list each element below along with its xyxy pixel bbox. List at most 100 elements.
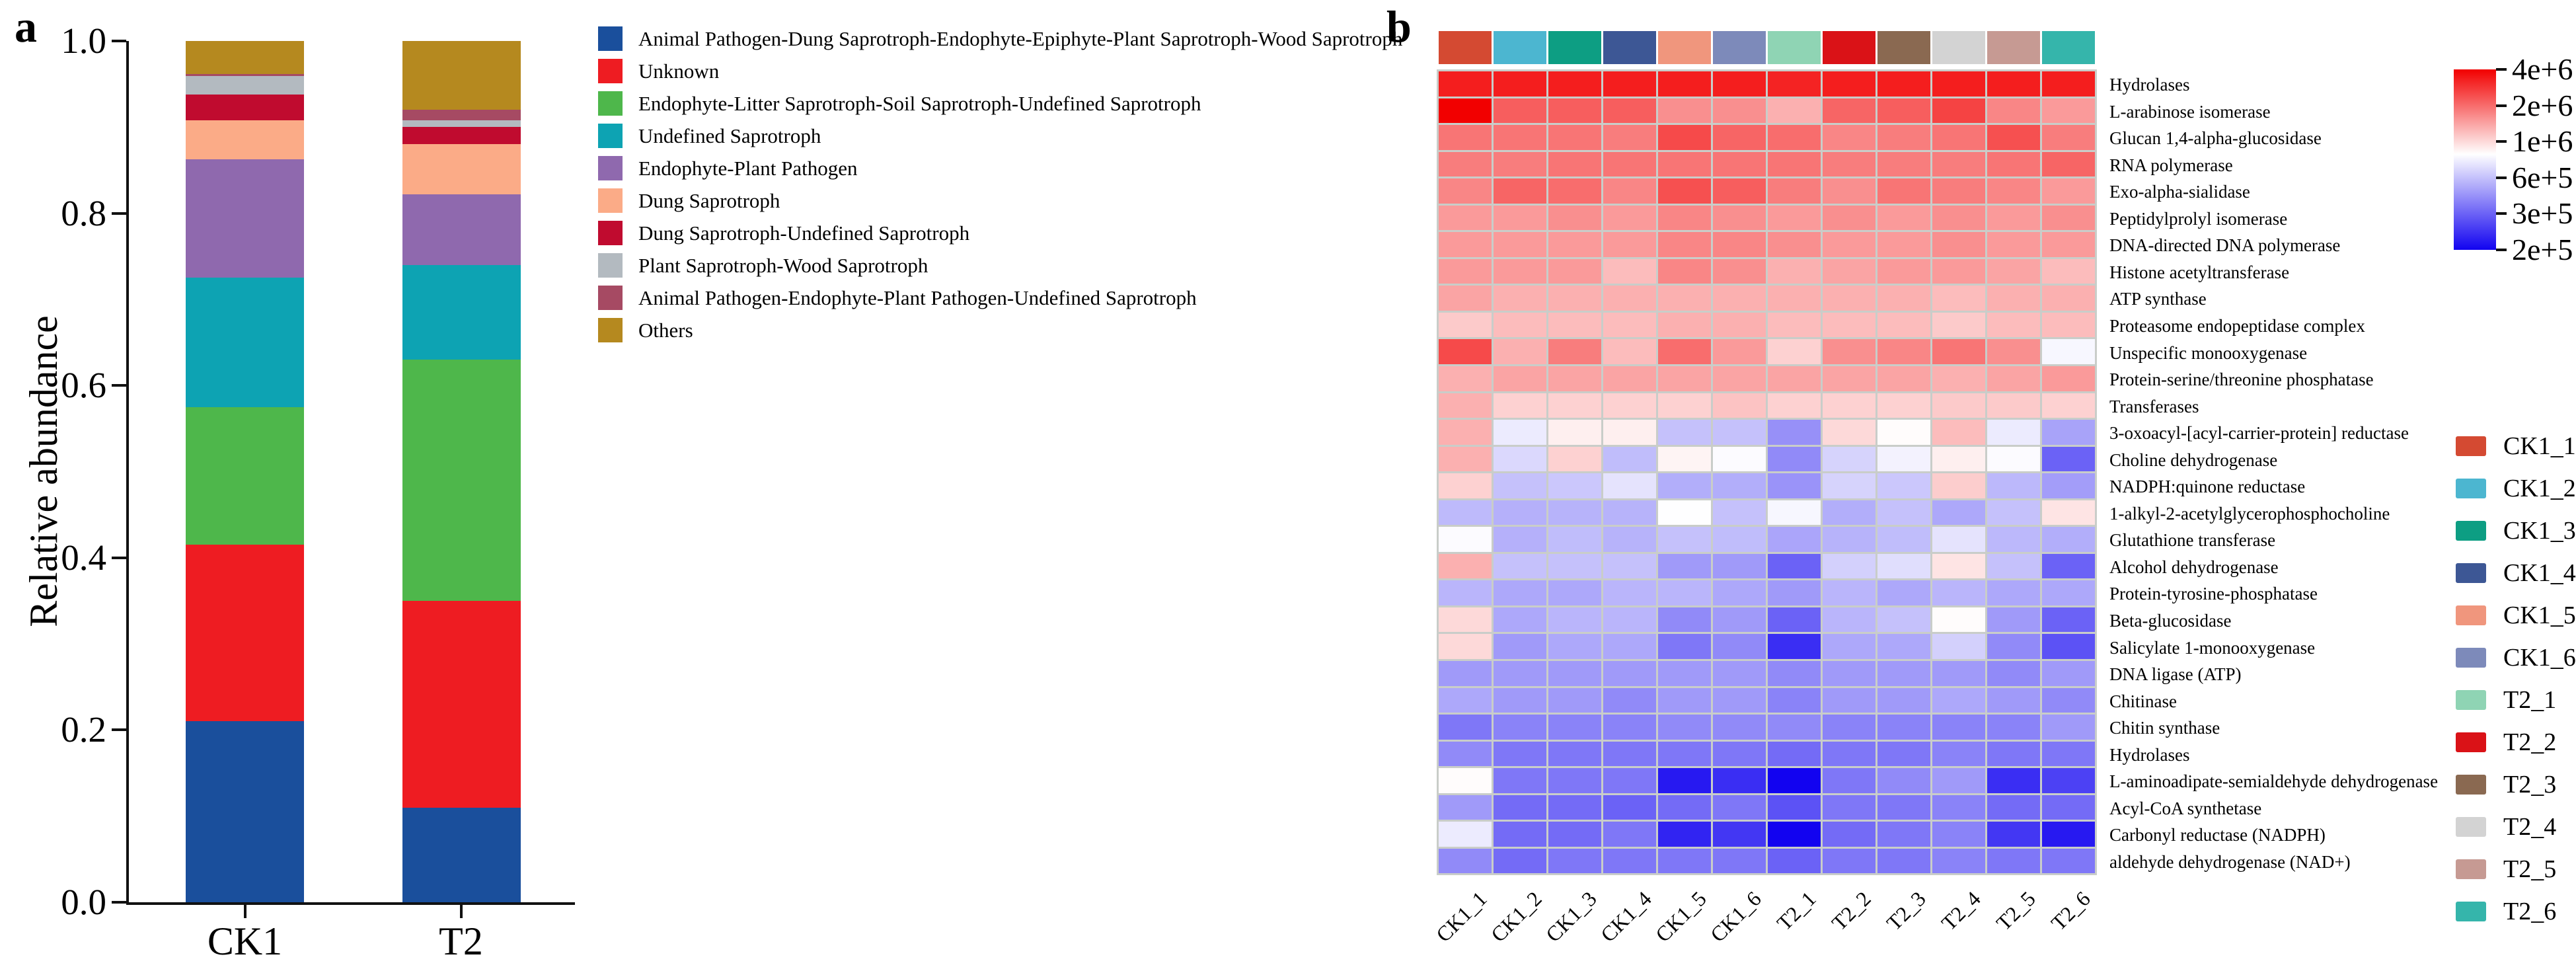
heatmap-cell [1603, 178, 1656, 204]
heatmap-cell [2042, 607, 2095, 633]
heatmap-cell [1494, 286, 1546, 311]
colorbar-tick-label: 6e+5 [2512, 160, 2573, 194]
heatmap-cell [2042, 768, 2095, 793]
heatmap-cell [2042, 258, 2095, 284]
heatmap-cell [1932, 151, 1985, 177]
heatmap-cell [1877, 580, 1930, 605]
heatmap-cell [1987, 687, 2040, 713]
heatmap-cell [1439, 715, 1492, 740]
heatmap-cell [1932, 715, 1985, 740]
heatmap-row-label: Glutathione transferase [2109, 530, 2276, 551]
heatmap-row-label: Peptidylprolyl isomerase [2109, 208, 2288, 229]
heatmap-row-label: Transferases [2109, 396, 2199, 416]
sample-legend-swatch [2456, 775, 2486, 795]
heatmap-cell [1877, 232, 1930, 257]
heatmap-cell [1987, 232, 2040, 257]
heatmap-cell [1439, 258, 1492, 284]
heatmap-cell [1823, 741, 1875, 767]
heatmap-cell [1439, 527, 1492, 552]
heatmap-cell [1713, 634, 1766, 660]
heatmap-cell [1877, 715, 1930, 740]
heatmap-cell [1768, 286, 1821, 311]
heatmap-cell [1768, 795, 1821, 820]
column-annotation-block [1658, 31, 1711, 64]
heatmap-cell [1713, 741, 1766, 767]
heatmap-cell [1439, 661, 1492, 686]
heatmap-column-label: CK1_1 [1431, 886, 1492, 947]
heatmap-row-label: DNA-directed DNA polymerase [2109, 235, 2341, 256]
heatmap-cell [1823, 205, 1875, 231]
column-annotation-block [1768, 31, 1821, 64]
heatmap-cell [1768, 580, 1821, 605]
heatmap-cell [2042, 580, 2095, 605]
legend-item: Animal Pathogen-Dung Saprotroph-Endophyt… [598, 26, 1402, 51]
heatmap-cell [1932, 768, 1985, 793]
heatmap-cell [1987, 848, 2040, 874]
heatmap-cell [1877, 687, 1930, 713]
heatmap-cell [1987, 741, 2040, 767]
sample-legend-item: CK1_2 [2456, 476, 2576, 501]
heatmap-cell [2042, 500, 2095, 525]
legend-item: Endophyte-Plant Pathogen [598, 156, 1402, 180]
bar-segment [402, 41, 521, 110]
heatmap-cell [1603, 446, 1656, 472]
heatmap-cell [1494, 848, 1546, 874]
heatmap-cell [1548, 393, 1601, 418]
legend-swatch [598, 156, 623, 180]
heatmap-cell [1658, 258, 1711, 284]
sample-legend-item: T2_2 [2456, 730, 2576, 755]
x-tick-mark [243, 905, 246, 918]
heatmap-cell [1658, 286, 1711, 311]
heatmap-cell [1768, 366, 1821, 391]
heatmap-cell [1658, 473, 1711, 498]
heatmap-cell [1823, 446, 1875, 472]
y-axis-line [126, 41, 129, 905]
sample-legend-label: T2_3 [2503, 771, 2557, 798]
heatmap-cell [1768, 232, 1821, 257]
heatmap-cell [1713, 232, 1766, 257]
heatmap-cell [1823, 553, 1875, 579]
heatmap-cell [1548, 125, 1601, 150]
sample-legend-item: T2_5 [2456, 857, 2576, 882]
heatmap-cell [1987, 768, 2040, 793]
heatmap-cell [1603, 420, 1656, 445]
heatmap-cell [1494, 339, 1546, 365]
heatmap-cell [1494, 634, 1546, 660]
sample-legend-label: T2_4 [2503, 813, 2557, 841]
heatmap-cell [1658, 715, 1711, 740]
heatmap-cell [1603, 286, 1656, 311]
heatmap-cell [1768, 661, 1821, 686]
heatmap-cell [1494, 446, 1546, 472]
heatmap-cell [1713, 795, 1766, 820]
heatmap-cell [1823, 232, 1875, 257]
y-tick-mark [112, 556, 126, 559]
heatmap-cell [1713, 258, 1766, 284]
heatmap-row-label: aldehyde dehydrogenase (NAD+) [2109, 851, 2351, 872]
heatmap-cell [1494, 258, 1546, 284]
heatmap-cell [1877, 553, 1930, 579]
heatmap-cell [2042, 446, 2095, 472]
sample-legend-swatch [2456, 436, 2486, 456]
heatmap-cell [1548, 98, 1601, 124]
heatmap-cell [1987, 661, 2040, 686]
y-tick-mark [112, 728, 126, 732]
heatmap-cell [1768, 687, 1821, 713]
heatmap-cell [1439, 473, 1492, 498]
heatmap-cell [1877, 446, 1930, 472]
heatmap-cell [1603, 205, 1656, 231]
sample-legend-swatch [2456, 732, 2486, 752]
heatmap-cell [1713, 205, 1766, 231]
heatmap-cell [1987, 795, 2040, 820]
heatmap-cell [1768, 607, 1821, 633]
heatmap-row-label: ATP synthase [2109, 289, 2207, 309]
heatmap-cell [1987, 71, 2040, 97]
heatmap-cell [1932, 312, 1985, 338]
heatmap-column-label: CK1_3 [1540, 886, 1601, 947]
legend-label: Others [638, 319, 693, 342]
heatmap-cell [1658, 339, 1711, 365]
heatmap-cell [1713, 553, 1766, 579]
heatmap-cell [1823, 125, 1875, 150]
colorbar-tick-label: 4e+6 [2512, 52, 2573, 86]
heatmap-cell [1713, 125, 1766, 150]
heatmap-cell [1823, 258, 1875, 284]
